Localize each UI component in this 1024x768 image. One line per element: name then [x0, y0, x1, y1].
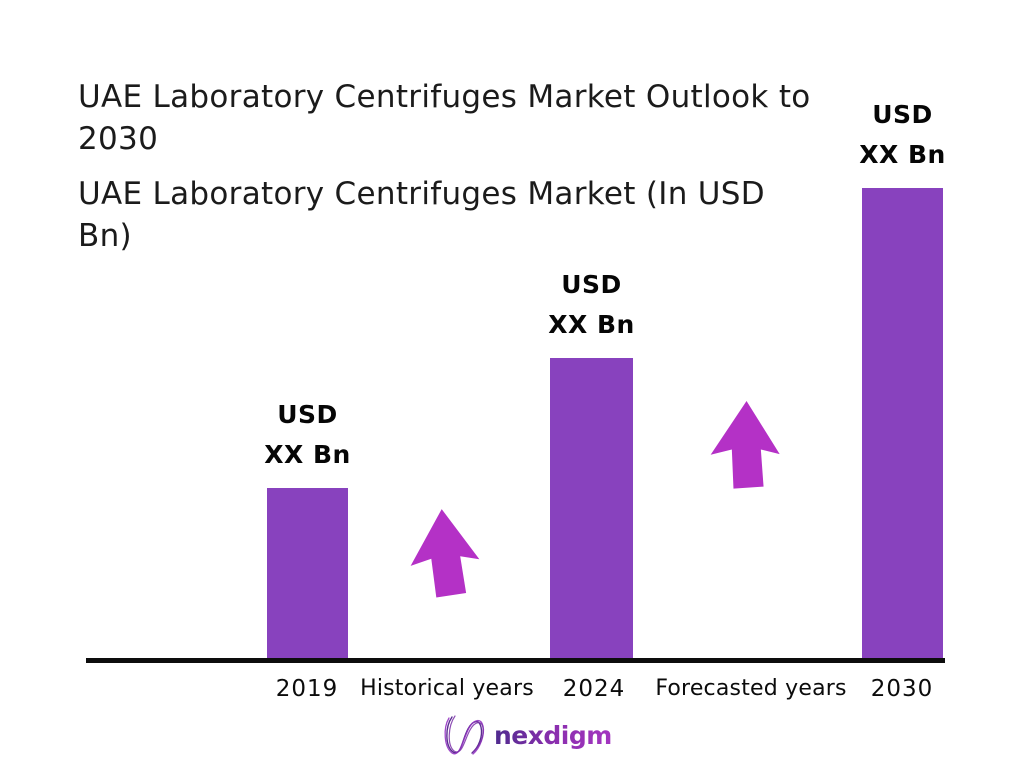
bar-value-label-line: USD — [561, 270, 622, 299]
page-title-line2: 2030 — [78, 121, 159, 157]
bar-2024 — [550, 358, 633, 662]
axis-label-period: Forecasted years — [655, 676, 847, 701]
bar-value-label-line: USD — [872, 100, 933, 129]
bar-value-label-2024: USD XX Bn — [502, 265, 682, 345]
bar-value-label-line: XX Bn — [548, 310, 635, 339]
bar-2030 — [862, 188, 943, 662]
bar-value-label-line: USD — [277, 400, 338, 429]
axis-label-year-2024: 2024 — [562, 676, 626, 702]
chart-subtitle: UAE Laboratory Centrifuges Market (In US… — [78, 173, 765, 257]
bar-value-label-2019: USD XX Bn — [218, 395, 398, 475]
brand-logo-text: nexdigm — [494, 720, 612, 750]
axis-label-year-2019: 2019 — [275, 676, 339, 702]
page-title: UAE Laboratory Centrifuges Market Outloo… — [78, 76, 811, 160]
chart-subtitle-line1: UAE Laboratory Centrifuges Market (In US… — [78, 176, 765, 212]
axis-label-year-2030: 2030 — [870, 676, 934, 702]
axis-label-period: Historical years — [360, 676, 534, 701]
bar-2019 — [267, 488, 348, 662]
bar-value-label-2030: USD XX Bn — [813, 95, 993, 175]
growth-arrow-icon — [710, 400, 780, 489]
brand-logo: nexdigm — [441, 710, 612, 760]
bar-value-label-line: XX Bn — [264, 440, 351, 469]
growth-arrow-icon — [410, 509, 480, 598]
x-axis-line — [86, 658, 945, 663]
chart-subtitle-line2: Bn) — [78, 218, 132, 254]
nexdigm-logo-icon — [444, 715, 485, 755]
bar-value-label-line: XX Bn — [859, 140, 946, 169]
page-title-line1: UAE Laboratory Centrifuges Market Outloo… — [78, 79, 811, 115]
